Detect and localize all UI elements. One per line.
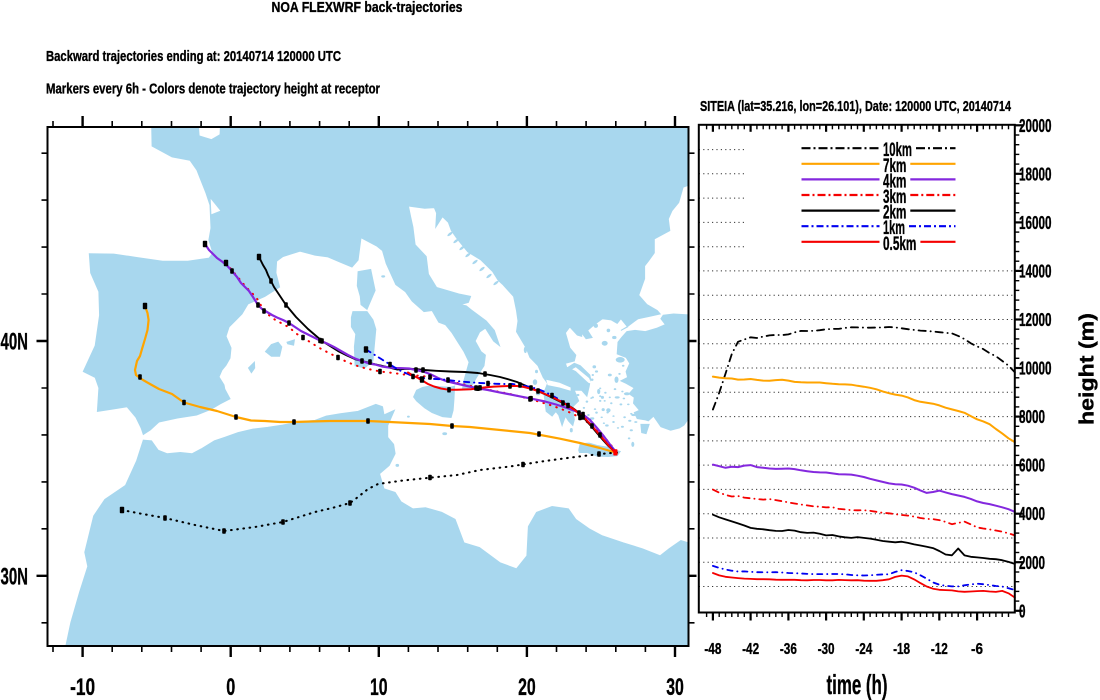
svg-text:time (h): time (h): [827, 669, 888, 700]
svg-text:20000: 20000: [1019, 116, 1052, 136]
svg-text:1km: 1km: [883, 218, 905, 239]
svg-text:-36: -36: [780, 641, 797, 658]
svg-text:SITEIA (lat=35.216, lon=26.10: SITEIA (lat=35.216, lon=26.101), Date: 1…: [700, 98, 1011, 115]
svg-text:7km: 7km: [883, 156, 906, 177]
svg-text:NOA FLEXWRF back-trajectories: NOA FLEXWRF back-trajectories: [272, 0, 463, 16]
svg-text:30: 30: [666, 674, 684, 700]
svg-text:2km: 2km: [883, 203, 906, 224]
svg-text:10km: 10km: [883, 140, 912, 161]
svg-text:0: 0: [226, 674, 235, 700]
svg-text:40N: 40N: [1, 329, 29, 356]
svg-text:6000: 6000: [1019, 456, 1045, 476]
svg-text:-30: -30: [818, 641, 835, 658]
svg-text:16000: 16000: [1019, 213, 1052, 233]
svg-text:-18: -18: [893, 641, 910, 658]
svg-text:Markers every 6h - Colors deno: Markers every 6h - Colors denote traject…: [46, 81, 380, 98]
svg-text:Backward trajectories ending a: Backward trajectories ending at: 2014071…: [46, 48, 341, 65]
svg-text:height (m): height (m): [1077, 313, 1099, 425]
svg-text:-48: -48: [704, 641, 721, 658]
svg-text:-10: -10: [70, 674, 95, 700]
svg-text:-6: -6: [971, 641, 983, 658]
svg-text:4000: 4000: [1019, 504, 1045, 524]
svg-text:20: 20: [518, 674, 536, 700]
svg-text:18000: 18000: [1019, 164, 1052, 184]
svg-text:30N: 30N: [1, 563, 29, 590]
svg-text:-24: -24: [855, 641, 872, 658]
svg-text:4km: 4km: [883, 171, 906, 192]
svg-text:10: 10: [370, 674, 388, 700]
svg-text:12000: 12000: [1019, 310, 1052, 330]
svg-text:10000: 10000: [1019, 359, 1052, 379]
svg-text:0: 0: [1019, 601, 1026, 621]
svg-text:2000: 2000: [1019, 553, 1045, 573]
svg-text:8000: 8000: [1019, 407, 1045, 427]
svg-text:3km: 3km: [883, 187, 906, 208]
svg-text:0.5km: 0.5km: [883, 234, 916, 255]
svg-text:-42: -42: [742, 641, 759, 658]
svg-text:-12: -12: [931, 641, 948, 658]
svg-text:14000: 14000: [1019, 261, 1052, 281]
